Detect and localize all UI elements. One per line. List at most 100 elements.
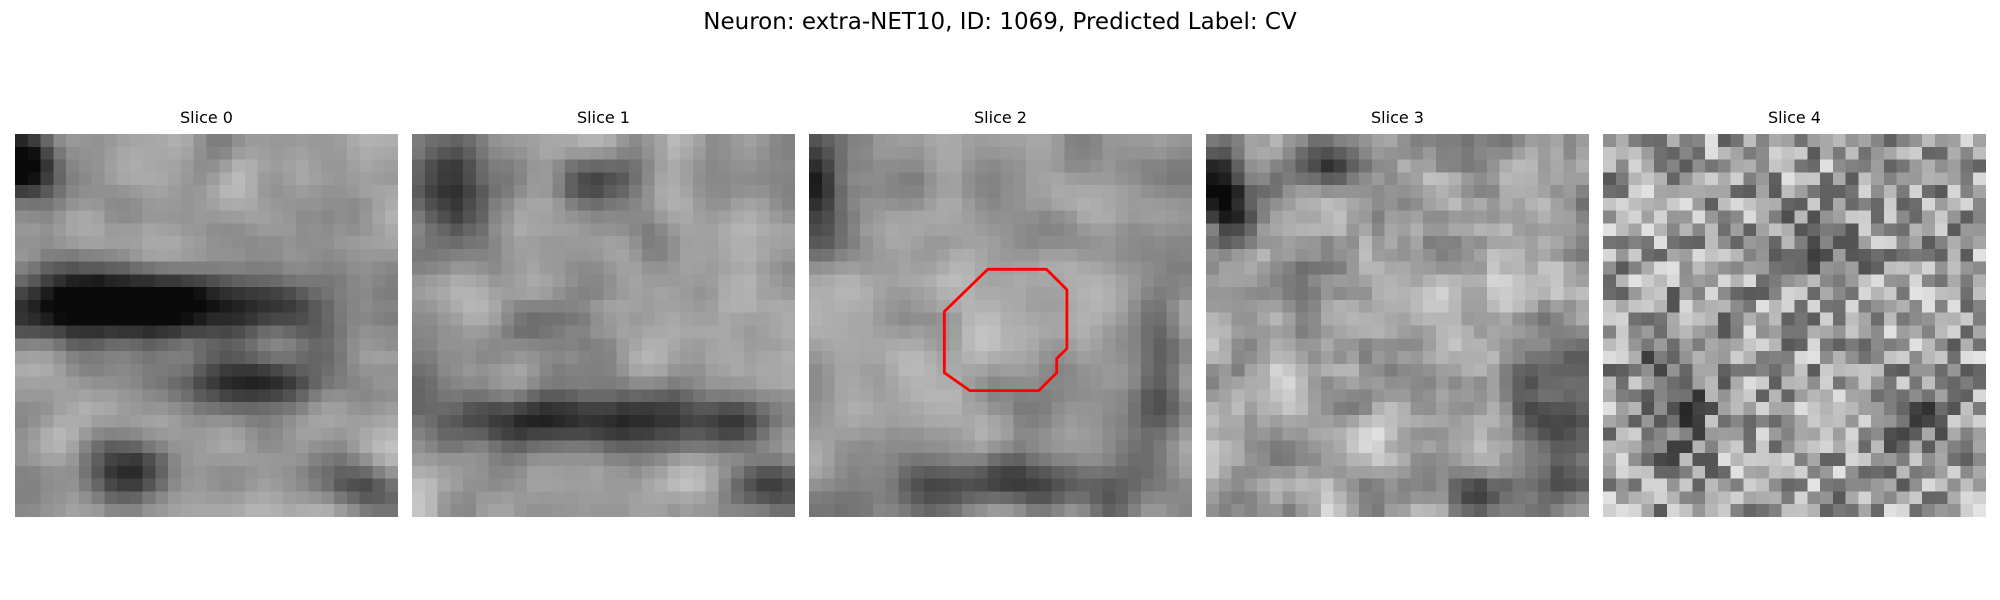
slice-pixel: [501, 338, 515, 352]
slice-pixel: [27, 172, 41, 186]
slice-pixel: [155, 402, 169, 416]
slice-pixel: [1026, 351, 1040, 365]
slice-pixel: [692, 414, 706, 428]
slice-pixel: [705, 223, 719, 237]
slice-pixel: [1089, 274, 1103, 288]
slice-pixel: [1486, 172, 1500, 186]
slice-pixel: [244, 363, 258, 377]
slice-pixel: [295, 465, 309, 479]
slice-pixel: [1973, 172, 1986, 186]
slice-pixel: [641, 261, 655, 275]
slice-pixel: [78, 261, 92, 275]
slice-pixel: [1064, 248, 1078, 262]
slice-pixel: [270, 146, 284, 160]
slice-pixel: [142, 248, 156, 262]
slice-pixel: [1486, 338, 1500, 352]
slice-pixel: [1461, 427, 1475, 441]
slice-pixel: [1013, 453, 1027, 467]
slice-pixel: [1883, 440, 1897, 454]
slice-pixel: [616, 376, 630, 390]
slice-pixel: [385, 299, 398, 313]
slice-pixel: [718, 274, 732, 288]
slice-pixel: [219, 312, 233, 326]
slice-pixel: [834, 134, 848, 148]
slice-pixel: [1295, 504, 1309, 517]
slice-pixel: [1820, 261, 1834, 275]
slice-pixel: [911, 159, 925, 173]
slice-pixel: [283, 389, 297, 403]
slice-pixel: [1218, 440, 1232, 454]
slice-pixel: [1000, 185, 1014, 199]
slice-pixel: [731, 478, 745, 492]
slice-pixel: [1615, 427, 1629, 441]
slice-pixel: [962, 185, 976, 199]
slice-pixel: [475, 172, 489, 186]
slice-pixel: [1550, 248, 1564, 262]
slice-pixel: [91, 504, 105, 517]
slice-pixel: [898, 274, 912, 288]
slice-pixel: [1115, 504, 1129, 517]
slice-pixel: [1269, 236, 1283, 250]
slice-pixel: [463, 159, 477, 173]
slice-pixel: [1717, 376, 1731, 390]
slice-pixel: [1692, 210, 1706, 224]
slice-pixel: [539, 197, 553, 211]
slice-pixel: [1960, 261, 1974, 275]
slice-pixel: [1128, 159, 1142, 173]
slice-pixel: [1858, 504, 1872, 517]
slice-pixel: [1641, 172, 1655, 186]
slice-pixel: [295, 134, 309, 148]
slice-pixel: [1512, 274, 1526, 288]
slice-pixel: [1666, 402, 1680, 416]
slice-pixel: [501, 363, 515, 377]
slice-pixel: [1909, 376, 1923, 390]
slice-pixel: [1871, 197, 1885, 211]
slice-pixel: [1871, 504, 1885, 517]
slice-pixel: [1244, 248, 1258, 262]
slice-pixel: [193, 389, 207, 403]
slice-pixel: [1858, 236, 1872, 250]
slice-pixel: [1218, 172, 1232, 186]
slice-pixel: [680, 414, 694, 428]
slice-pixel: [1960, 210, 1974, 224]
slice-pixel: [295, 325, 309, 339]
slice-pixel: [488, 146, 502, 160]
slice-pixel: [1705, 197, 1719, 211]
slice-pixel: [1244, 389, 1258, 403]
slice-pixel: [1026, 402, 1040, 416]
slice-pixel: [475, 504, 489, 517]
slice-pixel: [1089, 261, 1103, 275]
slice-pixel: [809, 274, 823, 288]
slice-pixel: [104, 159, 118, 173]
slice-pixel: [1231, 338, 1245, 352]
slice-pixel: [565, 389, 579, 403]
slice-pixel: [692, 299, 706, 313]
slice-pixel: [1371, 197, 1385, 211]
slice-pixel: [911, 312, 925, 326]
slice-pixel: [1102, 414, 1116, 428]
slice-pixel: [270, 185, 284, 199]
slice-pixel: [1435, 504, 1449, 517]
slice-pixel: [1359, 491, 1373, 505]
slice-pixel: [1628, 504, 1642, 517]
slice-pixel: [1794, 185, 1808, 199]
slice-pixel: [475, 414, 489, 428]
slice-pixel: [962, 414, 976, 428]
slice-pixel: [1922, 223, 1936, 237]
slice-pixel: [1410, 236, 1424, 250]
slice-pixel: [1282, 465, 1296, 479]
slice-pixel: [1883, 402, 1897, 416]
slice-pixel: [526, 312, 540, 326]
slice-pixel: [1960, 299, 1974, 313]
slice-pixel: [1038, 185, 1052, 199]
slice-pixel: [1563, 287, 1577, 301]
slice-pixel: [1922, 478, 1936, 492]
slice-pixel: [1820, 338, 1834, 352]
slice-pixel: [1871, 491, 1885, 505]
slice-pixel: [1603, 504, 1617, 517]
slice-pixel: [1115, 248, 1129, 262]
slice-pixel: [987, 146, 1001, 160]
slice-pixel: [667, 453, 681, 467]
slice-pixel: [463, 287, 477, 301]
slice-pixel: [756, 236, 770, 250]
